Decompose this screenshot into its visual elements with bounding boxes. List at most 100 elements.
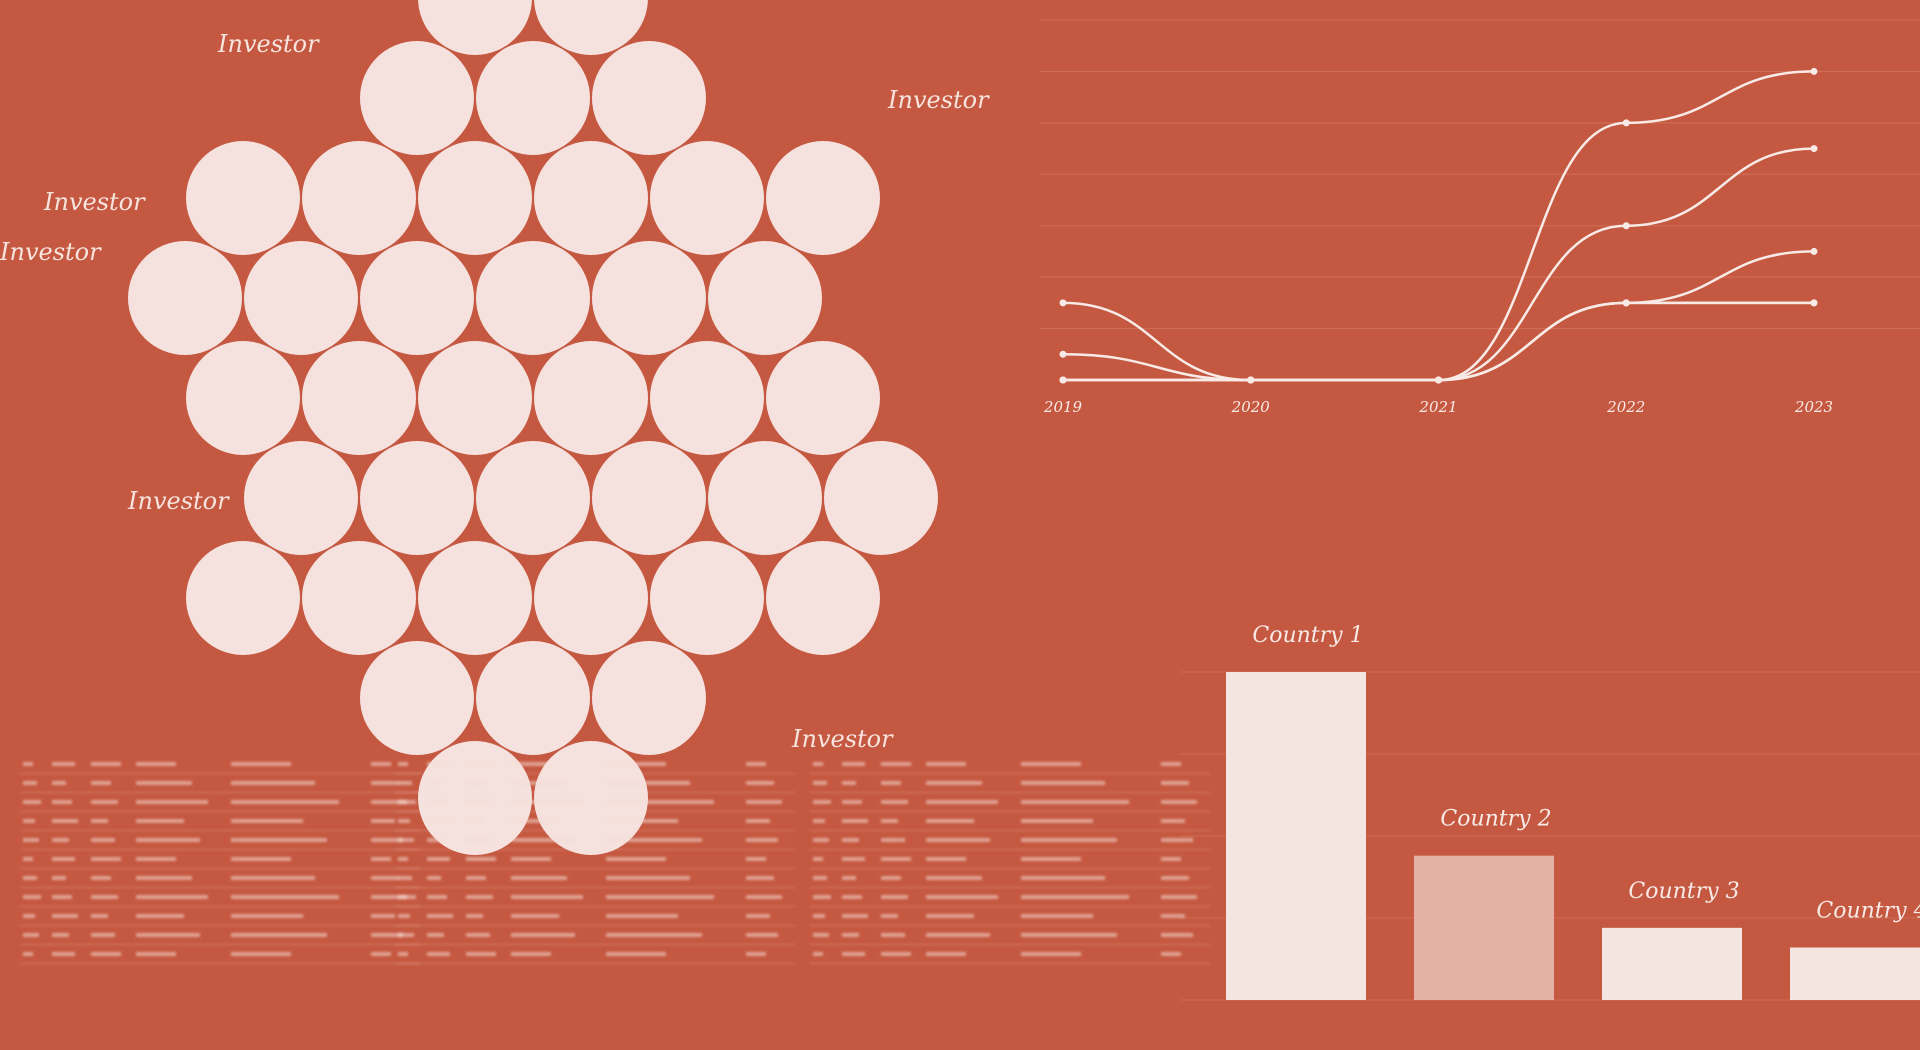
- table-cell: [20, 811, 50, 831]
- series-line: [1062, 250, 1815, 382]
- table-cell: [20, 887, 50, 907]
- investor-label: Investor: [128, 487, 229, 515]
- blurred-text-placeholder: [925, 762, 966, 766]
- data-point: [1622, 222, 1630, 230]
- table-cell: [20, 925, 50, 945]
- table-cell: [839, 830, 878, 850]
- investor-circle: [418, 541, 532, 655]
- table-cell: [839, 887, 878, 907]
- investor-circle: [592, 241, 706, 355]
- bar: [1414, 855, 1554, 1000]
- investor-label: Investor: [44, 188, 145, 216]
- blurred-text-placeholder: [398, 800, 416, 804]
- table-cell: [1018, 925, 1159, 945]
- blurred-text-placeholder: [135, 876, 192, 880]
- blurred-text-placeholder: [510, 762, 551, 766]
- investor-circle: [302, 141, 416, 255]
- investor-circle: [708, 241, 822, 355]
- blurred-text-placeholder: [231, 838, 328, 842]
- blurred-text-placeholder: [371, 914, 396, 918]
- table-cell: [49, 811, 88, 831]
- investor-label: Investor: [218, 30, 319, 58]
- blurred-text-placeholder: [23, 819, 35, 823]
- blurred-text-placeholder: [52, 876, 67, 880]
- blurred-text-placeholder: [23, 933, 39, 937]
- blurred-text-placeholder: [813, 933, 829, 937]
- data-point: [1810, 247, 1818, 255]
- table-cell: [877, 792, 923, 812]
- blurred-text-placeholder: [398, 933, 414, 937]
- table-cell: [603, 887, 744, 907]
- blurred-text-placeholder: [52, 914, 78, 918]
- table-cell: [877, 906, 923, 926]
- table-cell: [877, 811, 923, 831]
- table-row: [395, 849, 795, 869]
- table-row: [20, 830, 420, 850]
- table-cell: [810, 849, 840, 869]
- blurred-text-placeholder: [1021, 952, 1082, 956]
- blurred-text-placeholder: [842, 819, 868, 823]
- blurred-text-placeholder: [23, 876, 37, 880]
- table-cell: [1158, 773, 1210, 793]
- blurred-text-placeholder: [510, 952, 551, 956]
- table-cell: [1158, 811, 1210, 831]
- table-cell: [507, 906, 604, 926]
- table-cell: [462, 830, 508, 850]
- table-cell: [877, 755, 923, 774]
- blurred-text-placeholder: [90, 895, 118, 899]
- blurred-text-placeholder: [880, 800, 908, 804]
- data-point: [1435, 376, 1442, 384]
- blurred-text-placeholder: [135, 762, 176, 766]
- table-row: [395, 887, 795, 907]
- blurred-text-placeholder: [510, 800, 583, 804]
- blurred-text-placeholder: [90, 819, 108, 823]
- table-cell: [1158, 906, 1210, 926]
- table-cell: [132, 849, 229, 869]
- table-cell: [1158, 868, 1210, 888]
- blurred-text-placeholder: [427, 800, 448, 804]
- table-cell: [20, 830, 50, 850]
- table-cell: [1158, 944, 1210, 964]
- blurred-text-placeholder: [398, 914, 410, 918]
- table-cell: [810, 906, 840, 926]
- table-cell: [810, 868, 840, 888]
- blurred-text-placeholder: [510, 933, 575, 937]
- table-cell: [424, 868, 463, 888]
- table-cell: [228, 887, 369, 907]
- table-cell: [603, 755, 744, 774]
- blurred-text-placeholder: [90, 933, 115, 937]
- table-cell: [1018, 906, 1159, 926]
- table-cell: [810, 887, 840, 907]
- investor-circle-hexagon: [128, 0, 938, 855]
- table-cell: [395, 887, 425, 907]
- table-cell: [1158, 849, 1210, 869]
- blurred-text-placeholder: [813, 914, 825, 918]
- bar-label: Country 3: [1628, 879, 1739, 904]
- blurred-text-placeholder: [1161, 819, 1186, 823]
- table-cell: [132, 887, 229, 907]
- blurred-text-placeholder: [606, 762, 667, 766]
- table-cell: [922, 755, 1019, 774]
- blurred-text-placeholder: [427, 838, 445, 842]
- investor-circle: [244, 241, 358, 355]
- table-cell: [810, 773, 840, 793]
- table-cell: [49, 773, 88, 793]
- table-cell: [1018, 868, 1159, 888]
- table-cell: [228, 944, 369, 964]
- blurred-text-placeholder: [398, 857, 408, 861]
- table-cell: [424, 755, 463, 774]
- table-cell: [395, 811, 425, 831]
- blurred-text-placeholder: [23, 914, 35, 918]
- blurred-text-placeholder: [371, 762, 392, 766]
- table-cell: [507, 887, 604, 907]
- investor-circle: [418, 0, 532, 55]
- table-cell: [49, 868, 88, 888]
- table-cell: [132, 811, 229, 831]
- table-cell: [922, 925, 1019, 945]
- blurred-text-placeholder: [52, 800, 73, 804]
- x-tick-label: 2023: [1794, 398, 1833, 416]
- blurred-text-placeholder: [1161, 762, 1182, 766]
- blurred-text-placeholder: [842, 762, 865, 766]
- blurred-text-placeholder: [23, 800, 41, 804]
- table-cell: [922, 811, 1019, 831]
